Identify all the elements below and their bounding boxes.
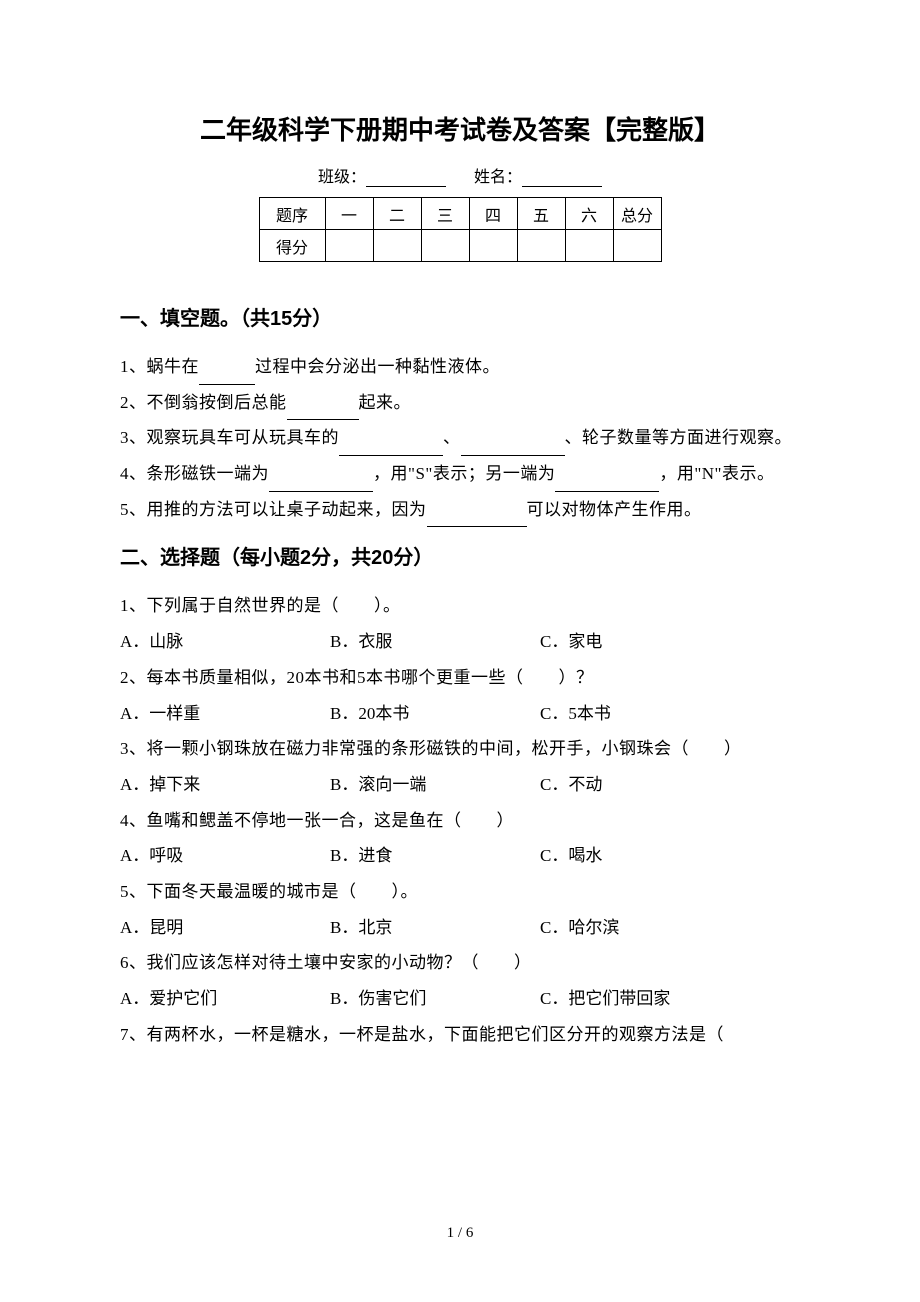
q-text: 2、不倒翁按倒后总能 — [120, 393, 287, 412]
col-header: 三 — [421, 198, 469, 230]
col-header: 总分 — [613, 198, 661, 230]
option-a[interactable]: A．一样重 — [120, 696, 330, 732]
section1-heading: 一、填空题。（共15分） — [120, 302, 800, 331]
table-row: 得分 — [259, 230, 661, 262]
choice-question-5: 5、下面冬天最温暖的城市是（ ）。 — [120, 874, 800, 910]
col-header: 一 — [325, 198, 373, 230]
option-a[interactable]: A．爱护它们 — [120, 981, 330, 1017]
options-row: A．昆明 B．北京 C．哈尔滨 — [120, 910, 800, 946]
q-text: 5、用推的方法可以让桌子动起来，因为 — [120, 500, 427, 519]
fill-blank[interactable] — [199, 367, 255, 385]
options-row: A．掉下来 B．滚向一端 C．不动 — [120, 767, 800, 803]
score-cell[interactable] — [373, 230, 421, 262]
option-b[interactable]: B．伤害它们 — [330, 981, 540, 1017]
option-a[interactable]: A．呼吸 — [120, 838, 330, 874]
option-a[interactable]: A．掉下来 — [120, 767, 330, 803]
option-b[interactable]: B．进食 — [330, 838, 540, 874]
choice-question-1: 1、下列属于自然世界的是（ ）。 — [120, 588, 800, 624]
q-text: 4、条形磁铁一端为 — [120, 464, 269, 483]
row-score-label: 得分 — [259, 230, 325, 262]
options-row: A．山脉 B．衣服 C．家电 — [120, 624, 800, 660]
q-text: 、轮子数量等方面进行观察。 — [565, 428, 793, 447]
option-a[interactable]: A．山脉 — [120, 624, 330, 660]
choice-question-4: 4、鱼嘴和鳃盖不停地一张一合，这是鱼在（ ） — [120, 803, 800, 839]
exam-page: 二年级科学下册期中考试卷及答案【完整版】 班级： 姓名： 题序 一 二 三 四 … — [0, 0, 920, 1112]
q-text: 1、蜗牛在 — [120, 357, 199, 376]
col-header: 二 — [373, 198, 421, 230]
q-text: ，用"N"表示。 — [659, 464, 774, 483]
q-text: 可以对物体产生作用。 — [527, 500, 702, 519]
fill-blank[interactable] — [427, 509, 527, 527]
section2-heading: 二、选择题（每小题2分，共20分） — [120, 541, 800, 570]
class-label: 班级： — [318, 169, 366, 186]
option-a[interactable]: A．昆明 — [120, 910, 330, 946]
option-c[interactable]: C．哈尔滨 — [540, 910, 750, 946]
col-header: 四 — [469, 198, 517, 230]
fill-question-2: 2、不倒翁按倒后总能 起来。 — [120, 385, 800, 421]
score-cell[interactable] — [517, 230, 565, 262]
choice-question-7: 7、有两杯水，一杯是糖水，一杯是盐水，下面能把它们区分开的观察方法是（ — [120, 1017, 800, 1053]
row-header-label: 题序 — [259, 198, 325, 230]
doc-title: 二年级科学下册期中考试卷及答案【完整版】 — [120, 110, 800, 147]
fill-blank[interactable] — [339, 438, 443, 456]
table-row: 题序 一 二 三 四 五 六 总分 — [259, 198, 661, 230]
class-blank[interactable] — [366, 169, 446, 187]
fill-blank[interactable] — [555, 474, 659, 492]
score-cell[interactable] — [421, 230, 469, 262]
q-text: 、 — [443, 428, 461, 447]
fill-question-1: 1、蜗牛在 过程中会分泌出一种黏性液体。 — [120, 349, 800, 385]
q-text: 过程中会分泌出一种黏性液体。 — [255, 357, 500, 376]
choice-question-2: 2、每本书质量相似，20本书和5本书哪个更重一些（ ）？ — [120, 660, 800, 696]
options-row: A．一样重 B．20本书 C．5本书 — [120, 696, 800, 732]
name-label: 姓名： — [474, 169, 522, 186]
col-header: 五 — [517, 198, 565, 230]
score-cell[interactable] — [469, 230, 517, 262]
option-c[interactable]: C．喝水 — [540, 838, 750, 874]
fill-question-5: 5、用推的方法可以让桌子动起来，因为 可以对物体产生作用。 — [120, 492, 800, 528]
name-blank[interactable] — [522, 169, 602, 187]
option-b[interactable]: B．20本书 — [330, 696, 540, 732]
col-header: 六 — [565, 198, 613, 230]
fill-blank[interactable] — [461, 438, 565, 456]
score-table: 题序 一 二 三 四 五 六 总分 得分 — [259, 197, 662, 262]
fill-question-4: 4、条形磁铁一端为 ，用"S"表示；另一端为 ，用"N"表示。 — [120, 456, 800, 492]
option-b[interactable]: B．北京 — [330, 910, 540, 946]
options-row: A．呼吸 B．进食 C．喝水 — [120, 838, 800, 874]
q-text: 起来。 — [359, 393, 412, 412]
score-cell[interactable] — [613, 230, 661, 262]
choice-question-3: 3、将一颗小钢珠放在磁力非常强的条形磁铁的中间，松开手，小钢珠会（ ） — [120, 731, 800, 767]
q-text: 3、观察玩具车可从玩具车的 — [120, 428, 339, 447]
fill-blank[interactable] — [269, 474, 373, 492]
option-c[interactable]: C．不动 — [540, 767, 750, 803]
score-cell[interactable] — [565, 230, 613, 262]
student-info-line: 班级： 姓名： — [120, 163, 800, 187]
fill-question-3: 3、观察玩具车可从玩具车的 、 、轮子数量等方面进行观察。 — [120, 420, 800, 456]
option-c[interactable]: C．5本书 — [540, 696, 750, 732]
options-row: A．爱护它们 B．伤害它们 C．把它们带回家 — [120, 981, 800, 1017]
page-number: 1 / 6 — [0, 1225, 920, 1242]
score-cell[interactable] — [325, 230, 373, 262]
fill-blank[interactable] — [287, 402, 359, 420]
option-c[interactable]: C．把它们带回家 — [540, 981, 750, 1017]
q-text: ，用"S"表示；另一端为 — [373, 464, 555, 483]
option-c[interactable]: C．家电 — [540, 624, 750, 660]
option-b[interactable]: B．滚向一端 — [330, 767, 540, 803]
choice-question-6: 6、我们应该怎样对待土壤中安家的小动物？（ ） — [120, 945, 800, 981]
option-b[interactable]: B．衣服 — [330, 624, 540, 660]
